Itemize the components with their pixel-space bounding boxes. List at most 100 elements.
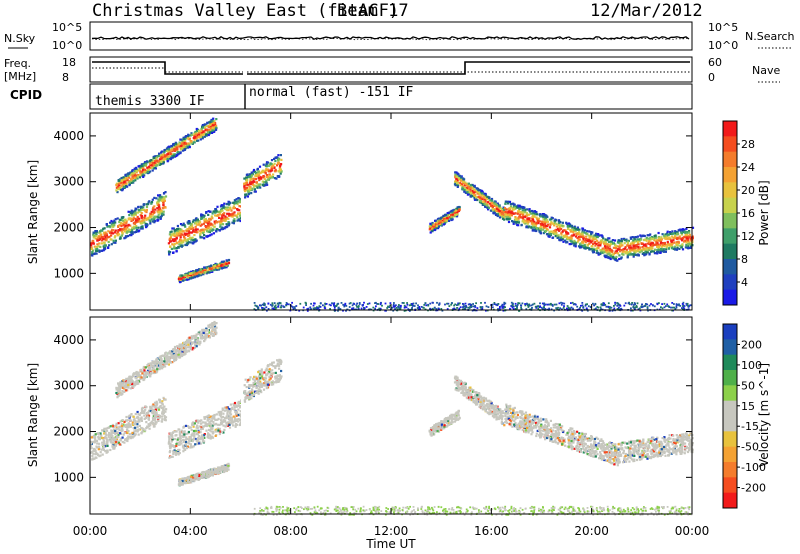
echo-cell (485, 198, 488, 201)
echo-cell (171, 238, 175, 241)
ground-scatter-cell (501, 307, 504, 309)
echo-cell (629, 242, 633, 245)
echo-cell (163, 149, 166, 152)
echo-cell (562, 240, 565, 243)
echo-cell (128, 214, 131, 217)
echo-cell (123, 218, 127, 221)
echo-cell (614, 251, 617, 255)
echo-cell (162, 161, 165, 164)
echo-cell (660, 247, 663, 251)
echo-cell (484, 205, 487, 208)
echo-cell (212, 124, 215, 127)
echo-cell (130, 180, 133, 183)
ground-scatter-cell (481, 306, 484, 308)
echo-cell (144, 163, 147, 166)
echo-cell (626, 255, 629, 258)
echo-cell (684, 246, 687, 249)
echo-cell (632, 253, 635, 256)
ground-scatter-cell (617, 307, 620, 310)
echo-cell (640, 250, 643, 253)
echo-cell (453, 215, 456, 218)
cpid-frame (89, 83, 693, 110)
echo-cell (134, 426, 137, 429)
echo-cell (606, 239, 609, 242)
ground-scatter-cell (504, 306, 506, 309)
echo-cell (188, 231, 191, 234)
echo-cell (249, 178, 252, 181)
echo-cell (236, 200, 240, 203)
ground-scatter-cell (650, 303, 652, 305)
echo-cell (91, 251, 94, 254)
echo-cell (129, 212, 132, 215)
echo-cell (152, 163, 156, 166)
echo-cell (153, 155, 156, 158)
echo-cell (469, 194, 472, 197)
echo-cell (665, 236, 668, 239)
echo-cell (206, 131, 209, 134)
ground-scatter-cell (656, 303, 659, 306)
echo-cell (446, 212, 449, 215)
echo-cell (528, 208, 531, 211)
echo-cell (454, 180, 457, 183)
echo-cell (216, 210, 220, 213)
echo-cell (494, 202, 497, 205)
ground-scatter-cell (479, 306, 482, 309)
ground-scatter-cell (613, 307, 616, 310)
echo-cell (553, 229, 556, 233)
echo-cell (226, 212, 229, 215)
echo-cell (172, 143, 175, 146)
ground-scatter-cell (404, 305, 407, 308)
ground-scatter-cell (537, 305, 540, 308)
echo-cell (127, 234, 130, 238)
echo-cell (596, 233, 599, 236)
echo-cell (200, 217, 204, 220)
echo-cell (259, 177, 262, 180)
echo-cell (198, 131, 201, 134)
echo-cell (232, 213, 235, 217)
ground-scatter-cell (646, 303, 648, 306)
ground-scatter-cell (450, 303, 453, 306)
echo-cell (202, 231, 205, 235)
echo-cell (531, 212, 534, 215)
echo-cell (167, 242, 170, 245)
echo-cell (441, 221, 444, 224)
echo-cell (114, 424, 117, 428)
echo-cell (448, 216, 451, 219)
echo-cell (130, 178, 133, 181)
ground-scatter-cell (503, 301, 506, 304)
ground-scatter-cell (386, 307, 389, 309)
echo-cell (558, 224, 561, 227)
echo-cell (108, 225, 111, 228)
echo-cell (254, 184, 257, 187)
echo-cell (220, 214, 223, 217)
echo-cell (457, 177, 461, 180)
echo-cell (543, 220, 546, 223)
ground-scatter-cell (495, 303, 497, 306)
echo-cell (600, 250, 603, 253)
echo-cell (660, 241, 663, 244)
echo-cell (148, 214, 152, 217)
echo-cell (198, 135, 201, 138)
echo-cell (546, 228, 549, 231)
echo-cell (483, 202, 486, 205)
echo-cell (606, 251, 609, 254)
ground-scatter-cell (393, 302, 395, 304)
echo-cell (195, 239, 198, 242)
echo-cell (209, 130, 212, 133)
echo-cell (153, 423, 156, 426)
echo-cell (196, 268, 199, 272)
echo-cell (188, 142, 191, 145)
echo-cell (661, 243, 664, 246)
echo-cell (175, 247, 178, 250)
data-gap (241, 113, 244, 310)
echo-cell (173, 144, 176, 147)
echo-cell (99, 245, 102, 248)
echo-cell (159, 154, 162, 157)
echo-cell (459, 179, 463, 182)
echo-cell (648, 253, 651, 256)
echo-cell (146, 160, 149, 164)
echo-cell (537, 217, 540, 220)
echo-cell (162, 201, 165, 205)
echo-cell (226, 225, 229, 228)
ground-scatter-cell (407, 308, 410, 310)
